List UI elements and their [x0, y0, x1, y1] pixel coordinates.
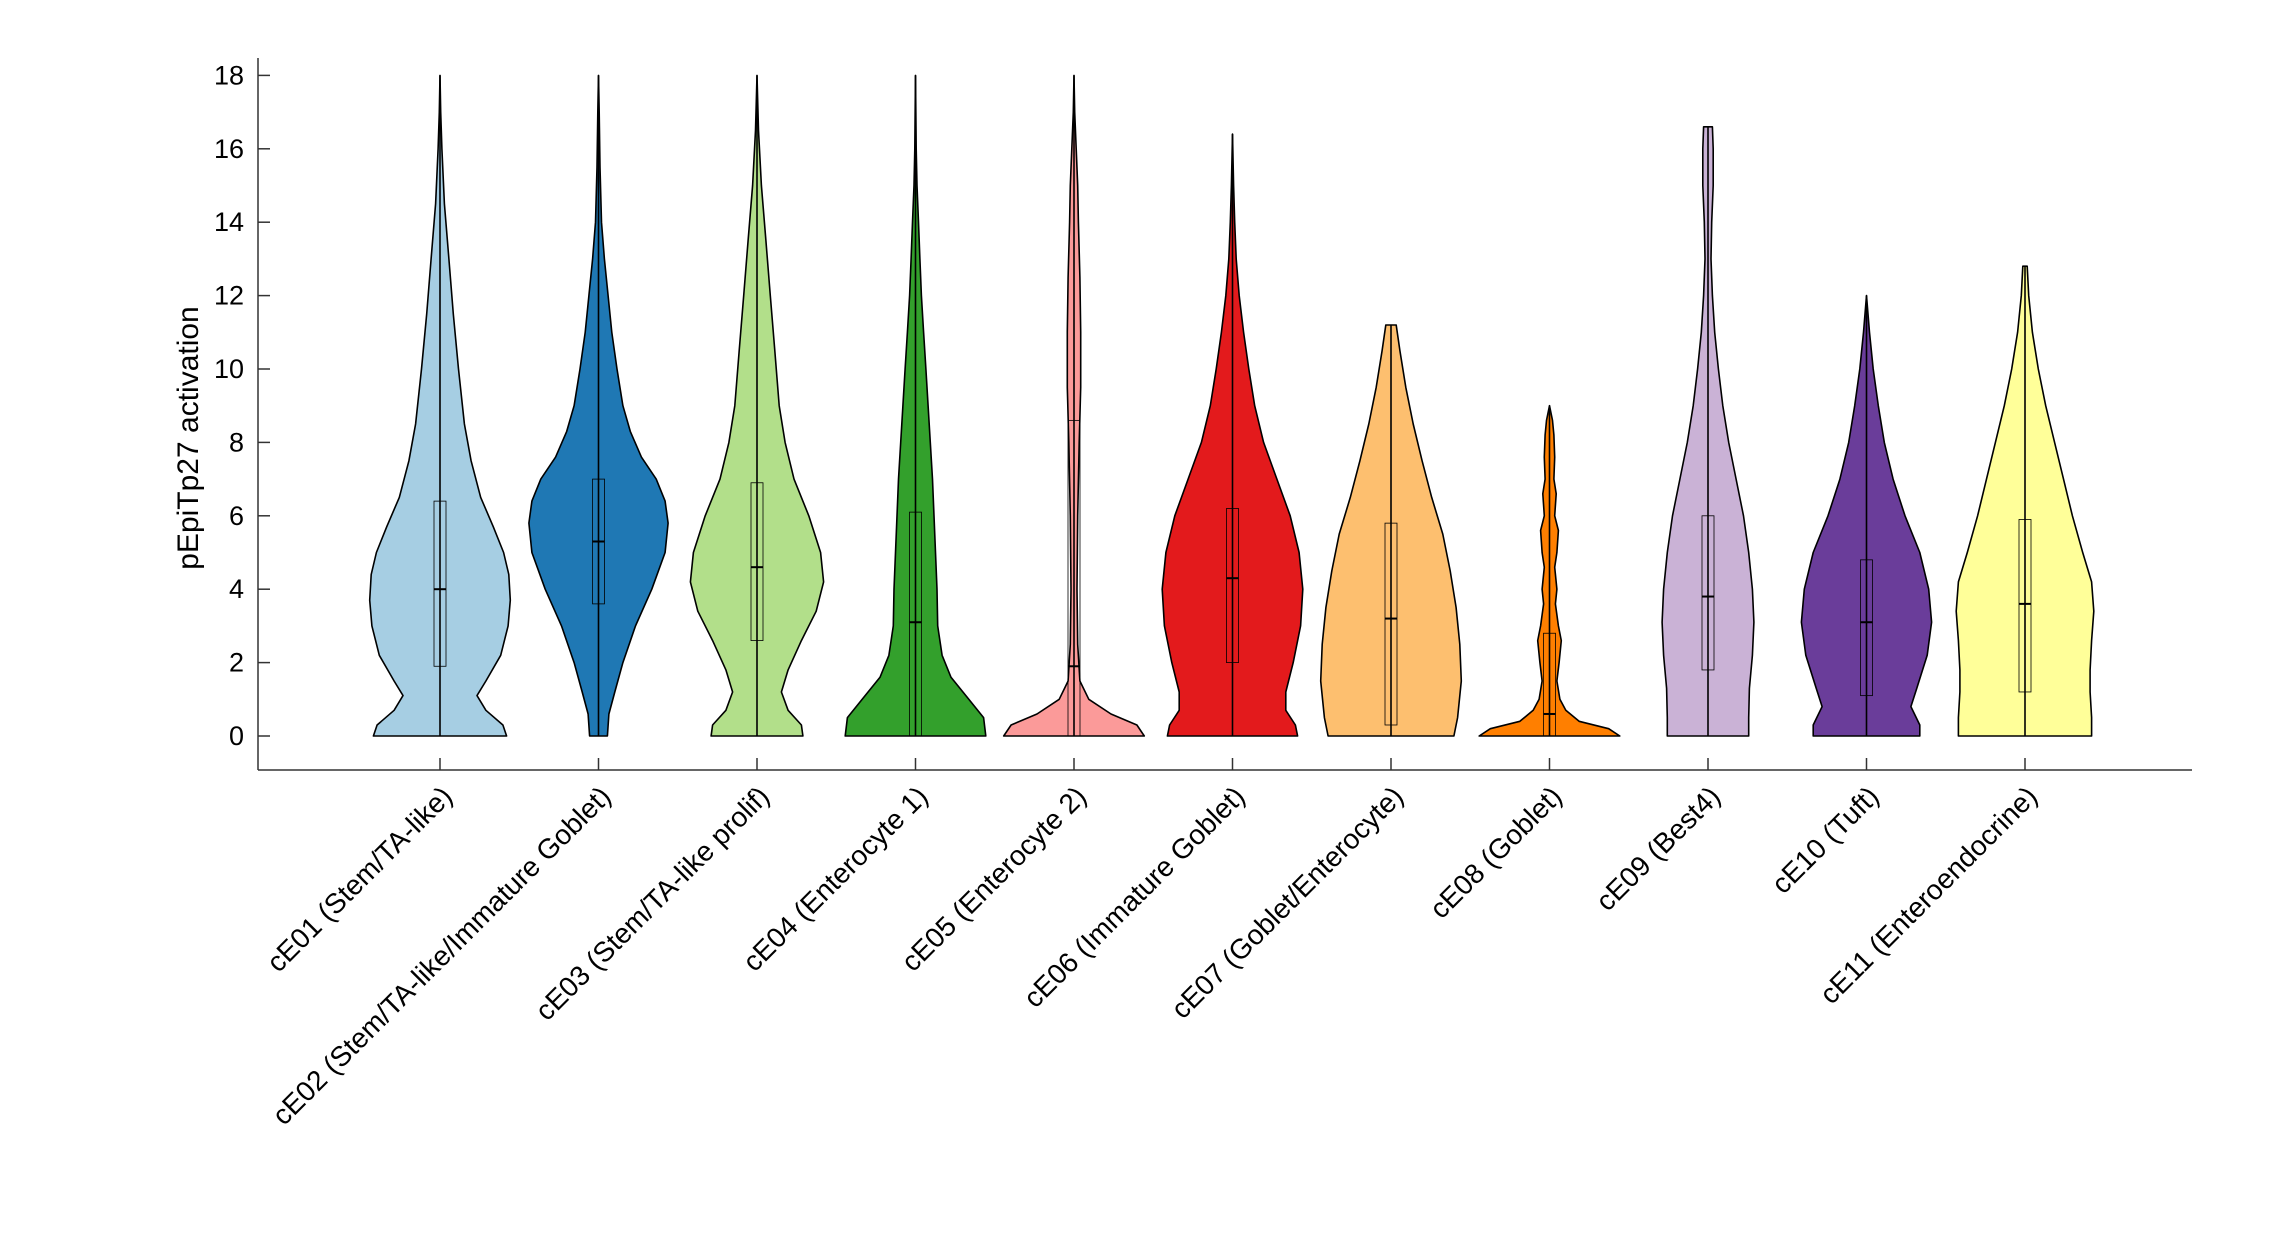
- violin-iqr-box: [1543, 632, 1556, 737]
- x-category-label: cE02 (Stem/TA-like/Immature Goblet): [266, 780, 617, 1131]
- violin-5: [1002, 74, 1146, 737]
- violin-10: [1800, 294, 1933, 737]
- y-tick-label: 12: [214, 281, 244, 311]
- violin-1: [368, 74, 512, 737]
- y-axis-label: pEpiTp27 activation: [172, 306, 205, 570]
- violin-6: [1161, 133, 1304, 737]
- y-tick-label: 4: [229, 574, 244, 604]
- violin-layer: [368, 74, 2095, 737]
- violin-9: [1661, 126, 1755, 737]
- y-tick-label: 8: [229, 427, 244, 457]
- violin-iqr-box: [1860, 559, 1873, 697]
- y-tick-label: 0: [229, 721, 244, 751]
- x-category-label: cE08 (Goblet): [1424, 780, 1568, 924]
- violin-8: [1478, 404, 1621, 737]
- violin-11: [1955, 265, 2095, 737]
- x-category-label: cE10 (Tuft): [1766, 780, 1885, 899]
- x-category-label: cE09 (Best4): [1590, 780, 1726, 916]
- violin-iqr-box: [909, 511, 922, 737]
- violin-7: [1319, 324, 1463, 737]
- violin-2: [528, 74, 669, 737]
- violin-4: [844, 74, 987, 737]
- violin-iqr-box: [433, 500, 447, 667]
- y-tick-label: 18: [214, 60, 244, 90]
- y-tick-label: 14: [214, 207, 244, 237]
- violin-iqr-box: [2018, 519, 2032, 693]
- y-tick-label: 6: [229, 501, 244, 531]
- violin-iqr-box: [1226, 508, 1239, 663]
- violin-iqr-box: [1701, 515, 1715, 671]
- y-tick-label: 2: [229, 648, 244, 678]
- violin-3: [689, 74, 825, 737]
- violin-iqr-box: [750, 482, 764, 641]
- y-tick-label: 16: [214, 134, 244, 164]
- violin-iqr-box: [1384, 522, 1398, 726]
- violin-iqr-box: [1067, 419, 1081, 737]
- y-tick-label: 10: [214, 354, 244, 384]
